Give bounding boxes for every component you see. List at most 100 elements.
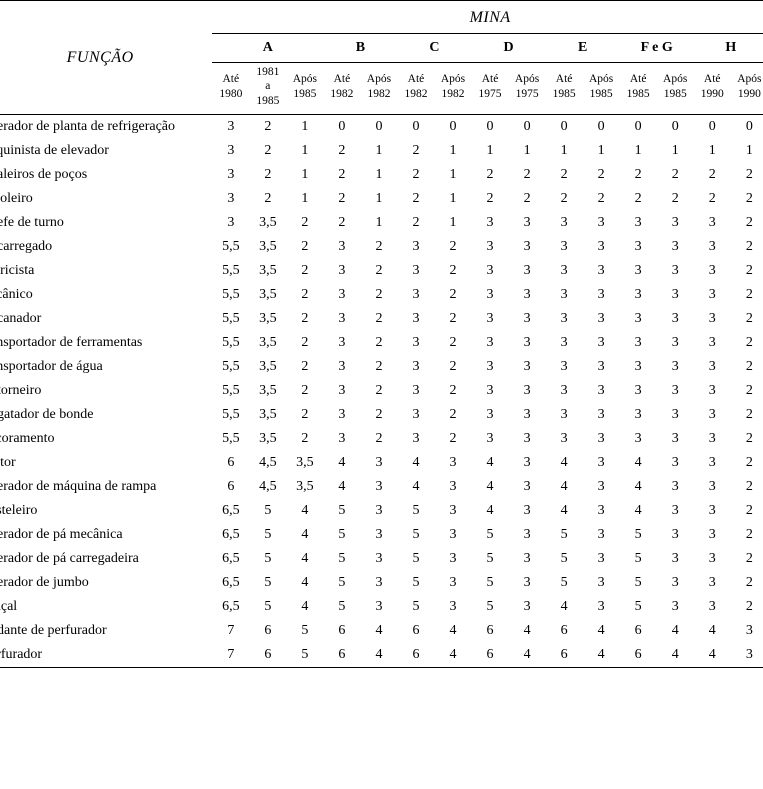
value-cell: 3 [360, 499, 397, 523]
value-cell: 2 [360, 307, 397, 331]
value-cell: 1 [286, 187, 323, 211]
function-name: ncanador [0, 307, 212, 331]
value-cell: 3 [212, 115, 249, 140]
value-cell: 1 [434, 211, 471, 235]
value-cell: 3 [509, 403, 546, 427]
value-cell: 6,5 [212, 571, 249, 595]
value-cell: 3 [620, 307, 657, 331]
value-cell: 4 [360, 643, 397, 668]
value-cell: 3 [509, 475, 546, 499]
mine-label: D [472, 34, 546, 63]
value-cell: 3 [212, 163, 249, 187]
value-cell: 0 [323, 115, 360, 140]
value-cell: 5 [397, 571, 434, 595]
value-cell: 2 [286, 355, 323, 379]
value-cell: 6 [397, 619, 434, 643]
value-cell: 3 [472, 307, 509, 331]
value-cell: 2 [397, 139, 434, 163]
value-cell: 3 [583, 451, 620, 475]
value-cell: 5 [323, 523, 360, 547]
value-cell: 3 [694, 595, 731, 619]
value-cell: 5 [620, 595, 657, 619]
value-cell: 3 [397, 427, 434, 451]
value-cell: 2 [360, 259, 397, 283]
value-cell: 3 [323, 331, 360, 355]
value-cell: 2 [286, 331, 323, 355]
value-cell: 2 [731, 571, 763, 595]
value-cell: 2 [249, 163, 286, 187]
value-cell: 5,5 [212, 307, 249, 331]
value-cell: 4 [472, 451, 509, 475]
value-cell: 3 [620, 403, 657, 427]
value-cell: 5 [323, 547, 360, 571]
value-cell: 6 [249, 619, 286, 643]
function-name: ncarregado [0, 235, 212, 259]
value-cell: 3 [583, 547, 620, 571]
value-cell: 4 [509, 643, 546, 668]
value-cell: 2 [731, 379, 763, 403]
value-cell: 7 [212, 643, 249, 668]
value-cell: 1 [472, 139, 509, 163]
value-cell: 5 [249, 547, 286, 571]
value-cell: 4 [323, 451, 360, 475]
value-cell: 3 [434, 451, 471, 475]
value-cell: 3 [397, 331, 434, 355]
value-cell: 3 [434, 571, 471, 595]
table-row: aquinista de elevador321212111111111 [0, 139, 763, 163]
value-cell: 2 [286, 307, 323, 331]
table-row: perador de jumbo6,554535353535332 [0, 571, 763, 595]
period-label: Após1975 [509, 63, 546, 115]
period-label: Até1990 [694, 63, 731, 115]
value-cell: 4 [472, 475, 509, 499]
value-cell: 2 [731, 475, 763, 499]
value-cell: 2 [286, 235, 323, 259]
mine-label: B [323, 34, 397, 63]
value-cell: 2 [323, 187, 360, 211]
period-label: Até1985 [620, 63, 657, 115]
value-cell: 3 [509, 211, 546, 235]
value-cell: 3,5 [249, 259, 286, 283]
function-name: scoramento [0, 427, 212, 451]
value-cell: 5 [397, 523, 434, 547]
table-row: perador de pá mecânica6,554535353535332 [0, 523, 763, 547]
table-row: etricista5,53,52323233333332 [0, 259, 763, 283]
value-cell: 3 [323, 259, 360, 283]
value-cell: 3 [434, 523, 471, 547]
value-cell: 2 [472, 187, 509, 211]
value-cell: 3 [583, 211, 620, 235]
value-cell: 5,5 [212, 379, 249, 403]
value-cell: 4 [657, 643, 694, 668]
table-row: udante de perfurador765646464646443 [0, 619, 763, 643]
value-cell: 2 [657, 187, 694, 211]
value-cell: 3 [472, 355, 509, 379]
period-label: Após1982 [434, 63, 471, 115]
value-cell: 4 [286, 547, 323, 571]
value-cell: 3 [694, 307, 731, 331]
value-cell: 2 [620, 187, 657, 211]
value-cell: 3 [509, 427, 546, 451]
value-cell: 5,5 [212, 355, 249, 379]
table-row: nefe de turno33,52212133333332 [0, 211, 763, 235]
value-cell: 6 [212, 451, 249, 475]
period-label: Após1982 [360, 63, 397, 115]
value-cell: 3 [694, 283, 731, 307]
table-row: perador de planta de refrigeração3210000… [0, 115, 763, 140]
value-cell: 1 [583, 139, 620, 163]
value-cell: 6,5 [212, 547, 249, 571]
value-cell: 3 [472, 403, 509, 427]
value-cell: 3 [657, 283, 694, 307]
value-cell: 3 [509, 259, 546, 283]
function-name: ansportador de ferramentas [0, 331, 212, 355]
value-cell: 3 [397, 403, 434, 427]
value-cell: 3 [323, 235, 360, 259]
value-cell: 3 [212, 211, 249, 235]
value-cell: 2 [694, 163, 731, 187]
value-cell: 3 [694, 235, 731, 259]
value-cell: 4,5 [249, 475, 286, 499]
value-cell: 5 [286, 619, 323, 643]
table-row: asteleiro6,554535343434332 [0, 499, 763, 523]
value-cell: 5 [472, 571, 509, 595]
value-cell: 3 [583, 523, 620, 547]
mine-label: E [546, 34, 620, 63]
function-name: perador de planta de refrigeração [0, 115, 212, 140]
